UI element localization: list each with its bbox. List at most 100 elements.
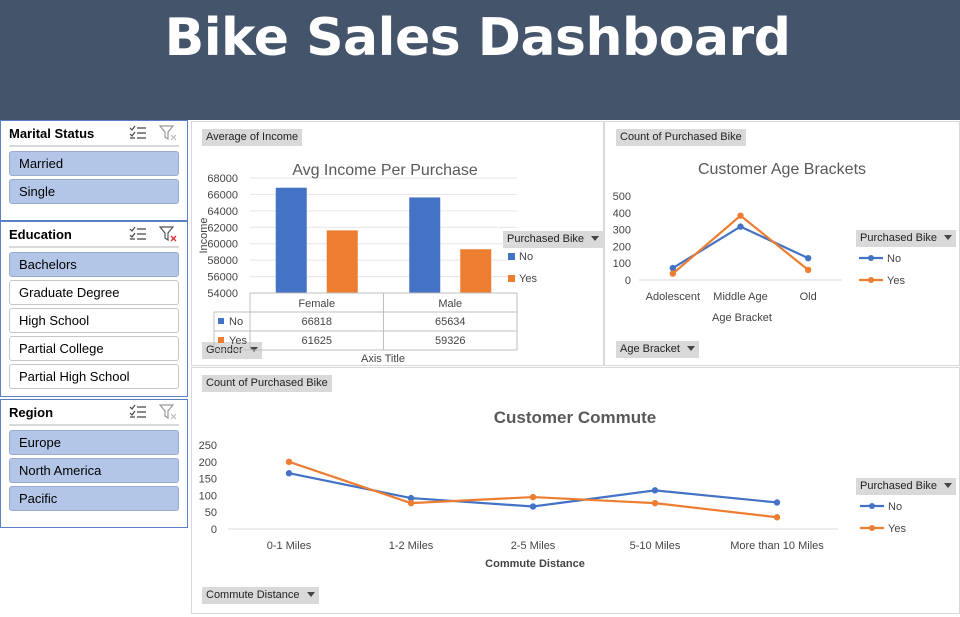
age-chart-panel: Count of Purchased Bike Age Bracket Purc…: [604, 121, 960, 366]
table-category-label: Female: [298, 298, 335, 310]
legend-key-no: [508, 253, 515, 260]
x-tick-label: More than 10 Miles: [730, 540, 824, 552]
series-line-no: [288, 472, 778, 508]
point-yes-2: [529, 493, 537, 501]
slicer-item-pacific[interactable]: Pacific: [9, 486, 179, 511]
y-tick-label: 200: [199, 457, 217, 469]
legend-marker-yes: [869, 525, 875, 531]
table-series-label: Yes: [229, 335, 247, 347]
field-label: Purchased Bike: [860, 480, 938, 492]
slicer-item-north-america[interactable]: North America: [9, 458, 179, 483]
y-axis-label: Income: [198, 217, 210, 253]
slicer-item-europe[interactable]: Europe: [9, 430, 179, 455]
point-yes-1: [737, 212, 744, 219]
bar-yes-female: [326, 230, 358, 293]
y-tick-label: 62000: [207, 222, 238, 234]
y-tick-label: 50: [205, 507, 217, 519]
legend-marker-no: [869, 503, 875, 509]
field-label: Purchased Bike: [860, 232, 938, 244]
multi-select-icon[interactable]: [129, 226, 147, 242]
x-axis-title: Axis Title: [361, 353, 405, 365]
slicer-title: Marital Status: [9, 126, 95, 141]
clear-filter-icon[interactable]: [159, 125, 177, 141]
point-no-0: [285, 470, 293, 477]
point-no-0: [669, 264, 677, 272]
y-tick-label: 400: [613, 208, 631, 220]
point-no-2: [804, 254, 812, 262]
slicer-education: Education Bachelors Graduate Degree High S…: [0, 221, 188, 397]
slicer-marital-status: Marital Status Married Single: [0, 120, 188, 221]
x-tick-label: Middle Age: [713, 291, 767, 303]
x-tick-label: 5-10 Miles: [630, 540, 681, 552]
x-tick-label: 1-2 Miles: [389, 540, 434, 552]
chart-title: Avg Income Per Purchase: [292, 162, 478, 179]
clear-filter-icon[interactable]: [159, 226, 177, 242]
bar-no-male: [409, 197, 441, 293]
y-tick-label: 54000: [207, 288, 238, 300]
x-tick-label: 0-1 Miles: [267, 540, 312, 552]
point-yes-2: [804, 266, 812, 274]
slicer-item-partial-high-school[interactable]: Partial High School: [9, 364, 179, 389]
y-tick-label: 68000: [207, 173, 238, 185]
dropdown-arrow-icon: [306, 592, 315, 597]
slicer-item-high-school[interactable]: High School: [9, 308, 179, 333]
y-tick-label: 200: [613, 241, 631, 253]
slicer-item-partial-college[interactable]: Partial College: [9, 336, 179, 361]
age-bracket-field-button[interactable]: Age Bracket: [616, 341, 699, 358]
y-tick-label: 60000: [207, 239, 238, 251]
slicer-title: Region: [9, 405, 54, 420]
point-no-1: [407, 494, 415, 502]
income-chart-panel: Average of Income Gender Purchased Bike …: [191, 121, 604, 366]
table-value: 61625: [301, 335, 332, 347]
field-label: Purchased Bike: [507, 233, 585, 245]
field-label: Age Bracket: [620, 343, 680, 355]
bar-no-female: [275, 187, 307, 293]
slicer-item-graduate-degree[interactable]: Graduate Degree: [9, 280, 179, 305]
legend-field-button[interactable]: Purchased Bike: [503, 231, 604, 248]
point-yes-0: [285, 458, 293, 465]
point-no-2: [529, 503, 537, 510]
y-tick-label: 100: [199, 490, 217, 502]
chart-title: Customer Commute: [494, 408, 656, 427]
table-value: 65634: [435, 316, 466, 328]
table-legend-key: [218, 318, 224, 324]
slicer-item-bachelors[interactable]: Bachelors: [9, 252, 179, 277]
point-no-1: [737, 223, 744, 230]
commute-chart-panel: Count of Purchased Bike Commute Distance…: [191, 367, 960, 614]
table-value: 66818: [301, 316, 332, 328]
y-tick-label: 100: [613, 258, 631, 270]
slicer-header: Region: [9, 400, 179, 426]
value-field-button[interactable]: Average of Income: [202, 129, 303, 146]
y-tick-label: 0: [625, 275, 631, 287]
slicer-item-married[interactable]: Married: [9, 151, 179, 176]
y-tick-label: 500: [613, 191, 631, 203]
table-value: 59326: [435, 335, 466, 347]
legend-label: No: [887, 253, 901, 265]
legend-label: Yes: [519, 273, 537, 285]
y-tick-label: 56000: [207, 272, 238, 284]
multi-select-icon[interactable]: [129, 404, 147, 420]
legend-label: Yes: [887, 275, 905, 287]
y-tick-label: 58000: [207, 255, 238, 267]
slicer-item-single[interactable]: Single: [9, 179, 179, 204]
legend-field-button[interactable]: Purchased Bike: [856, 230, 957, 247]
y-tick-label: 64000: [207, 206, 238, 218]
title-bar: Bike Sales Dashboard: [0, 0, 960, 120]
value-field-button[interactable]: Count of Purchased Bike: [202, 375, 332, 392]
slicer-region: Region Europe North America Pacific: [0, 399, 188, 528]
table-series-label: No: [229, 316, 243, 328]
commute-chart: 0 50 100 150 200 250 0-1 Miles 1-2 Miles 2-5 Mil…: [199, 408, 907, 570]
dropdown-arrow-icon: [686, 346, 695, 351]
commute-distance-field-button[interactable]: Commute Distance: [202, 587, 319, 604]
clear-filter-icon[interactable]: [159, 404, 177, 420]
income-chart: 54000 56000 58000 60000 62000 64000 66000 68000…: [198, 162, 537, 365]
legend-label: No: [888, 501, 902, 513]
y-tick-label: 300: [613, 225, 631, 237]
x-axis-title: Commute Distance: [485, 558, 585, 570]
multi-select-icon[interactable]: [129, 125, 147, 141]
legend-field-button[interactable]: Purchased Bike: [856, 478, 957, 495]
value-field-button[interactable]: Count of Purchased Bike: [616, 129, 746, 146]
dropdown-arrow-icon: [591, 236, 600, 241]
point-no-4: [773, 499, 781, 506]
dashboard-title: Bike Sales Dashboard: [164, 8, 791, 68]
